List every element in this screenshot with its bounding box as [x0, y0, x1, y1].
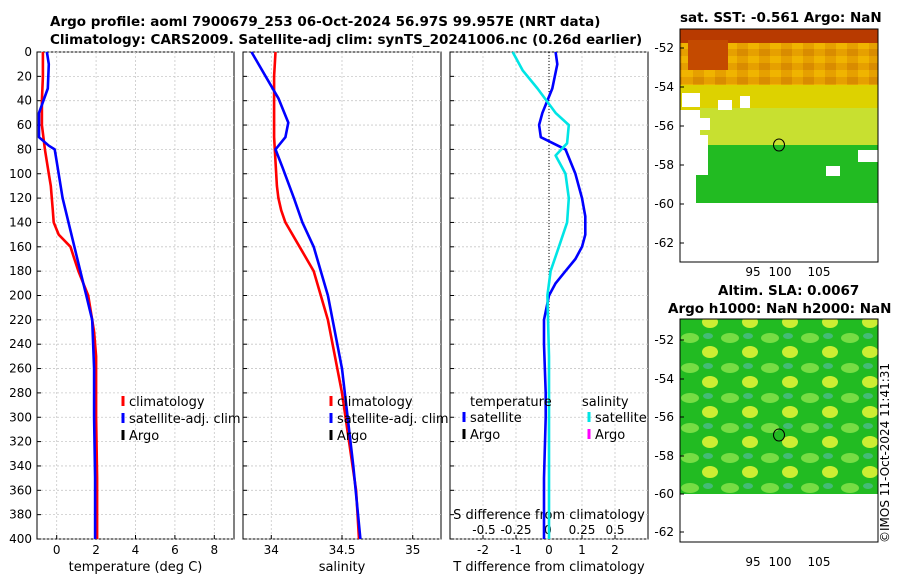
map-tick-label-y: -52: [654, 333, 674, 347]
legend-title-salinity: salinity: [582, 395, 629, 410]
sst-yellow-region: [700, 108, 878, 148]
series-climatology: [272, 51, 361, 540]
legend-label: Argo: [129, 429, 159, 444]
map-tick-label-x: 95: [745, 265, 760, 279]
tick-label-x: 1: [578, 543, 586, 557]
map-tick-label-y: -60: [654, 197, 674, 211]
tick-label-y: 160: [9, 240, 32, 254]
tick-label-y: 240: [9, 337, 32, 351]
tick-label-y: 380: [9, 508, 32, 522]
tick-label-s: -0.5: [472, 523, 495, 537]
tick-label-y: 140: [9, 215, 32, 229]
tick-label-y: 320: [9, 435, 32, 449]
map-tick-label-y: -54: [654, 372, 674, 386]
legend-label: satellite-adj. clim: [129, 412, 241, 427]
tick-label-y: 80: [17, 142, 32, 156]
tick-label-y: 0: [24, 45, 32, 59]
tick-label-s: -0.25: [500, 523, 531, 537]
sla-map-title-line1: Altim. SLA: 0.0067: [718, 283, 860, 299]
sst-dark-region: [680, 29, 878, 43]
tick-label-y: 100: [9, 167, 32, 181]
map-tick-label-x: 105: [808, 555, 831, 569]
tick-label-y: 20: [17, 69, 32, 83]
axis-label-x: salinity: [319, 560, 366, 575]
legend-label: Argo: [337, 429, 367, 444]
sst-transition-region: [680, 85, 878, 110]
tick-label-x: 2: [611, 543, 619, 557]
map-tick-label-y: -54: [654, 80, 674, 94]
legend-label: satellite-adj. clim: [337, 412, 449, 427]
sst-dark-blob: [688, 40, 728, 70]
tick-label-y: 40: [17, 94, 32, 108]
legend-label: Argo: [595, 428, 625, 443]
tick-label-s: 0.25: [569, 523, 596, 537]
tick-label-y: 260: [9, 362, 32, 376]
tick-label-y: 300: [9, 410, 32, 424]
panel-salinity: 34 34.5 35 salinity climatology satellite-adj…: [242, 51, 449, 575]
tick-label-y: 60: [17, 118, 32, 132]
legend-label: climatology: [337, 395, 413, 410]
legend-label: climatology: [129, 395, 205, 410]
map-tick-label-y: -62: [654, 236, 674, 250]
map-tick-label-y: -58: [654, 449, 674, 463]
sst-map: 95 100 105 -52 -54 -56 -58 -60 -62: [654, 28, 879, 279]
legend-label: satellite: [595, 411, 647, 426]
tick-label-x: 34.5: [329, 543, 356, 557]
legend-label: Argo: [470, 428, 500, 443]
tick-label-y: 220: [9, 313, 32, 327]
tick-label-y: 340: [9, 459, 32, 473]
tick-label-y: 200: [9, 289, 32, 303]
tick-label-x: 0: [545, 543, 553, 557]
map-tick-label-y: -52: [654, 41, 674, 55]
sst-map-title: sat. SST: -0.561 Argo: NaN: [680, 10, 882, 26]
axis-label-x: temperature (deg C): [69, 560, 203, 575]
map-tick-label-x: 100: [769, 265, 792, 279]
map-tick-label-y: -62: [654, 525, 674, 539]
tick-label-y: 180: [9, 264, 32, 278]
series-satellite-adj-clim: [37, 51, 97, 539]
panel-temperature: 0 2 4 6 8 temperature (deg C) 0 20 40 60 80 100 120 1…: [9, 45, 241, 575]
series-temperature-satellite: [537, 51, 587, 539]
sla-map-title-line2: Argo h1000: NaN h2000: NaN: [668, 301, 892, 317]
tick-label-x: 2: [92, 543, 100, 557]
tick-label-x: -1: [510, 543, 522, 557]
series-satellite-adj-clim: [250, 51, 362, 540]
main-title-line2: Climatology: CARS2009. Satellite-adj cli…: [50, 32, 643, 48]
sst-argo-marker: [773, 138, 785, 152]
tick-label-x: 34: [264, 543, 279, 557]
map-tick-label-x: 105: [808, 265, 831, 279]
legend-label: satellite: [470, 411, 522, 426]
tick-label-y: 120: [9, 191, 32, 205]
tick-label-s: 0.5: [605, 523, 624, 537]
tick-label-x: 4: [132, 543, 140, 557]
tick-label-x: 8: [210, 543, 218, 557]
map-tick-label-y: -60: [654, 487, 674, 501]
map-tick-label-y: -58: [654, 158, 674, 172]
sla-map: 95 100 105 -52 -54 -56 -58 -60 -62: [654, 318, 879, 569]
map-tick-label-x: 100: [769, 555, 792, 569]
tick-label-x: 6: [171, 543, 179, 557]
map-tick-label-y: -56: [654, 410, 674, 424]
legend-title-temperature: temperature: [470, 395, 552, 410]
tick-label-x: -2: [477, 543, 489, 557]
map-tick-label-x: 95: [745, 555, 760, 569]
tick-label-y: 360: [9, 483, 32, 497]
tick-label-y: 280: [9, 386, 32, 400]
sla-field: [680, 319, 878, 494]
tick-label-x: 0: [53, 543, 61, 557]
tick-label-x: 35: [405, 543, 420, 557]
tick-label-y: 400: [9, 532, 32, 546]
main-title-line1: Argo profile: aoml 7900679_253 06-Oct-20…: [50, 14, 601, 30]
sla-argo-marker: [773, 428, 785, 442]
series-climatology: [40, 52, 99, 539]
sst-green-region: [690, 145, 878, 203]
axis-label-x: T difference from climatology: [452, 560, 645, 575]
map-tick-label-y: -56: [654, 119, 674, 133]
series-salinity-satellite: [511, 51, 571, 539]
